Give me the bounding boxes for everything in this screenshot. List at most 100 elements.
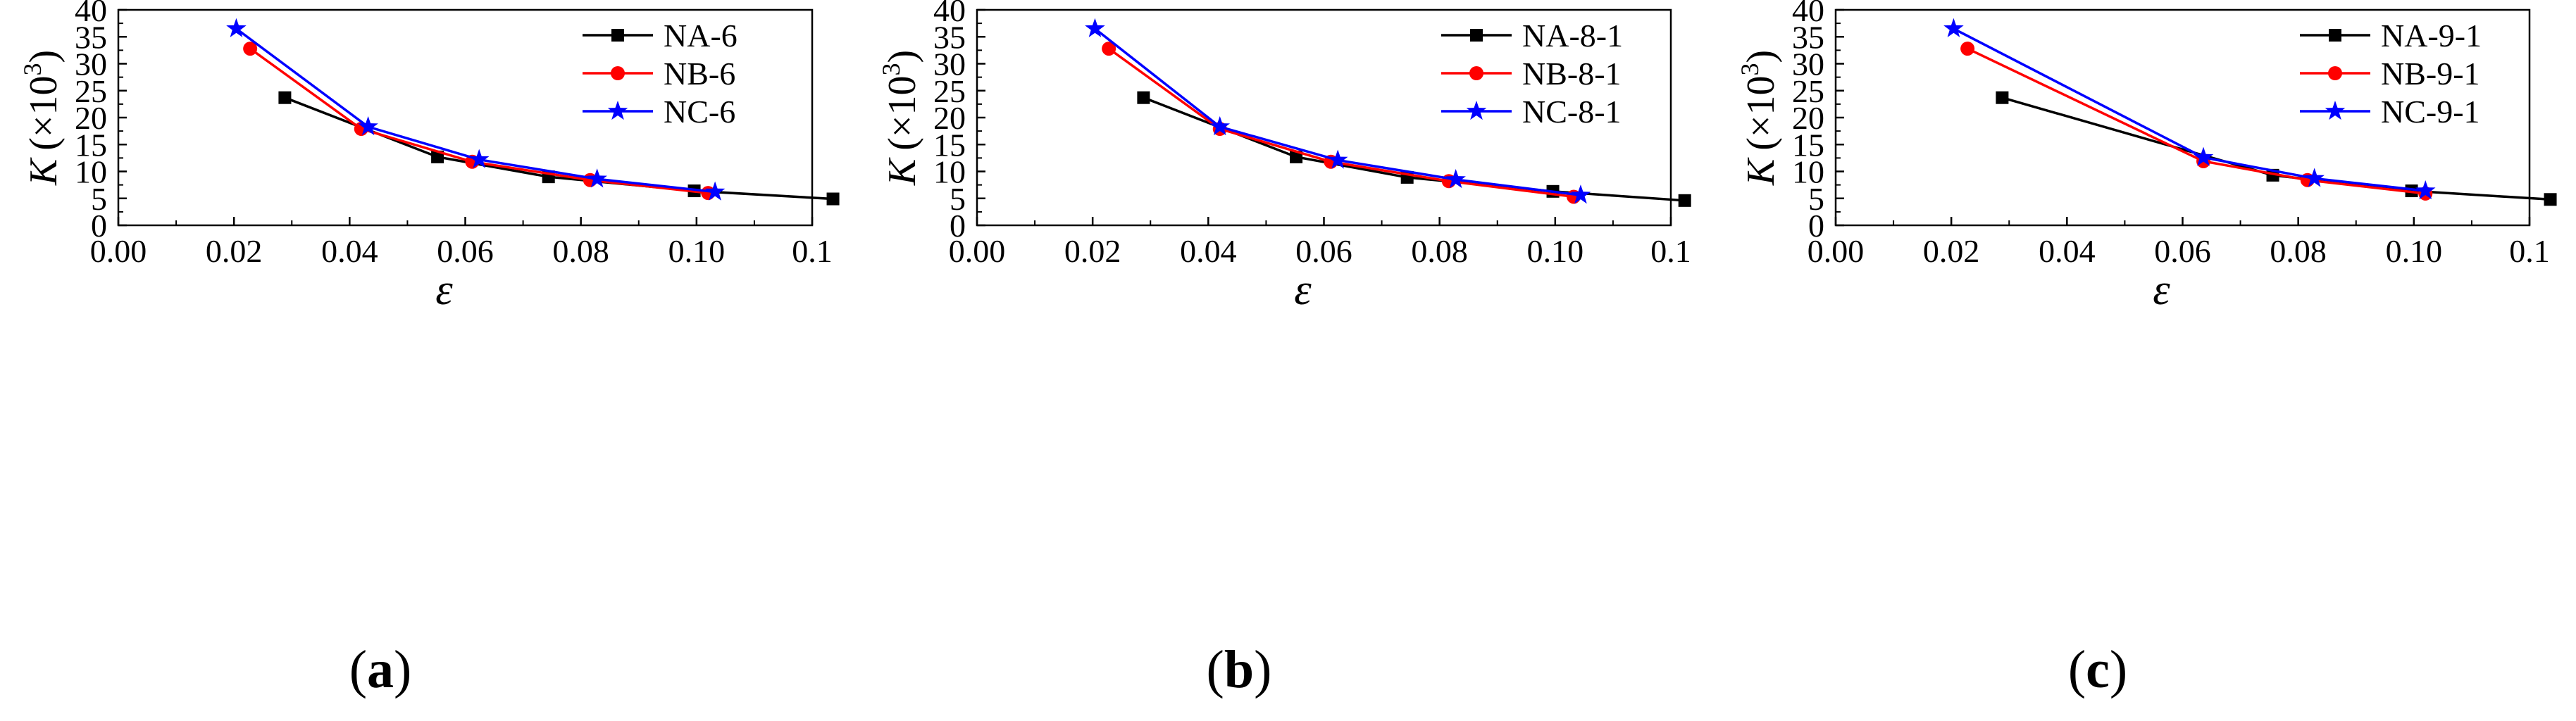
data-point-square (826, 192, 840, 206)
y-axis-title-var: K (1739, 157, 1783, 186)
data-point-square (1996, 91, 2009, 104)
x-tick-label: 0.1 (2509, 233, 2550, 269)
y-axis-title: K (×103) (877, 50, 924, 186)
data-point-square (1137, 91, 1150, 104)
data-point-circle (243, 42, 258, 56)
y-tick-label: 35 (75, 19, 107, 55)
panel-label-letter: a (367, 640, 394, 699)
y-tick-label: 40 (75, 0, 107, 28)
y-tick-label: 10 (75, 154, 107, 190)
y-tick-label: 25 (75, 73, 107, 109)
data-point-square (2544, 193, 2557, 206)
data-point-star (1327, 149, 1348, 169)
y-tick-label: 10 (1792, 154, 1824, 190)
x-tick-label: 0.02 (1923, 233, 1980, 269)
legend-marker-circle (1469, 66, 1483, 80)
legend-label: NB-6 (664, 56, 735, 92)
legend-label: NC-8-1 (1522, 94, 1622, 130)
legend-label: NB-8-1 (1522, 56, 1622, 92)
y-tick-label: 20 (1792, 100, 1824, 136)
y-axis-title-close: ) (1739, 50, 1783, 63)
y-tick-label: 40 (933, 0, 966, 28)
panel-label-a: (a) (310, 639, 451, 701)
y-tick-label: 5 (1808, 181, 1824, 217)
data-point-star (2304, 168, 2325, 187)
y-axis-title: K (×103) (18, 50, 66, 186)
data-point-square (278, 91, 292, 104)
y-tick-label: 15 (933, 127, 966, 163)
y-tick-label: 30 (75, 46, 107, 82)
y-tick-label: 25 (933, 73, 966, 109)
data-point-circle (1102, 42, 1116, 56)
y-axis-title-exp: 3 (1736, 63, 1764, 76)
y-axis-title: K (×103) (1736, 50, 1783, 186)
x-axis-title: ε (2153, 266, 2170, 314)
x-tick-label: 0.10 (668, 233, 726, 269)
series-line-circle (249, 47, 709, 194)
panel-label-close: ) (2109, 640, 2128, 699)
x-tick-label: 0.00 (1807, 233, 1865, 269)
series-line-circle (1967, 47, 2426, 195)
chart-panel-a: 0 5 10 15 20 25 30 35 40 0.00 0.02 0.04 0.06 0.08 0.10… (0, 0, 859, 721)
y-axis-title-exp: 3 (18, 63, 46, 76)
y-tick-label: 25 (1792, 73, 1824, 109)
data-point-star (704, 181, 726, 201)
legend-label: NA-6 (664, 18, 738, 54)
data-point-circle (1960, 42, 1975, 56)
data-point-square (1678, 194, 1691, 207)
y-axis-title-unit: (×10 (881, 76, 924, 151)
y-axis-title-var: K (881, 157, 924, 186)
y-tick-label: 20 (933, 100, 966, 136)
x-tick-label: 0.08 (552, 233, 609, 269)
panel-label-close: ) (394, 640, 412, 699)
legend-label: NA-9-1 (2381, 18, 2482, 54)
data-point-star (2415, 180, 2436, 200)
data-point-star (2193, 146, 2214, 166)
x-tick-label: 0.06 (437, 233, 494, 269)
y-tick-label: 0 (91, 208, 107, 244)
legend-marker-circle (611, 66, 625, 80)
data-point-star (1570, 184, 1591, 204)
x-tick-label: 0.04 (2039, 233, 2096, 269)
panel-label-b: (b) (1169, 639, 1309, 701)
y-tick-label: 0 (950, 208, 966, 244)
y-axis-title-unit: (×10 (1739, 76, 1783, 151)
x-tick-label: 0.00 (949, 233, 1006, 269)
panel-label-close: ) (1254, 640, 1272, 699)
data-point-star (1943, 18, 1964, 37)
panel-label-c: (c) (2027, 639, 2168, 701)
data-point-star (587, 168, 607, 188)
y-axis-title-close: ) (881, 50, 924, 63)
x-tick-label: 0.08 (1411, 233, 1468, 269)
legend-label: NA-8-1 (1522, 18, 1623, 54)
legend-marker-star (1466, 101, 1487, 120)
chart-panel-b: 0 5 10 15 20 25 30 35 40 0.00 0.02 0.04 0.06 0.08 0.10… (859, 0, 1717, 721)
panel-label-open: ( (349, 640, 367, 699)
y-tick-label: 5 (950, 181, 966, 217)
series-line-circle (1108, 47, 1574, 199)
x-tick-label: 0.00 (90, 233, 147, 269)
y-tick-label: 40 (1792, 0, 1824, 28)
chart-panel-c: 0 5 10 15 20 25 30 35 40 0.00 0.02 0.04 0.06 0.08 0.10… (1717, 0, 2576, 721)
y-axis-title-close: ) (22, 50, 66, 63)
series-line-square (284, 96, 833, 201)
data-point-star (1209, 116, 1231, 136)
y-tick-label: 15 (1792, 127, 1824, 163)
y-tick-label: 30 (1792, 46, 1824, 82)
data-point-star (468, 149, 490, 168)
x-tick-label: 0.04 (321, 233, 378, 269)
y-axis-title-var: K (22, 157, 66, 186)
panel-label-open: ( (2067, 640, 2086, 699)
legend-label: NC-6 (664, 94, 735, 130)
legend-marker-star (607, 101, 628, 120)
legend-marker-square (1470, 29, 1483, 42)
y-tick-label: 30 (933, 46, 966, 82)
x-axis-title: ε (1294, 266, 1312, 314)
data-point-star (1085, 18, 1105, 37)
data-point-square (1290, 150, 1303, 163)
y-tick-label: 35 (1792, 19, 1824, 55)
x-tick-label: 0.1 (1650, 233, 1691, 269)
